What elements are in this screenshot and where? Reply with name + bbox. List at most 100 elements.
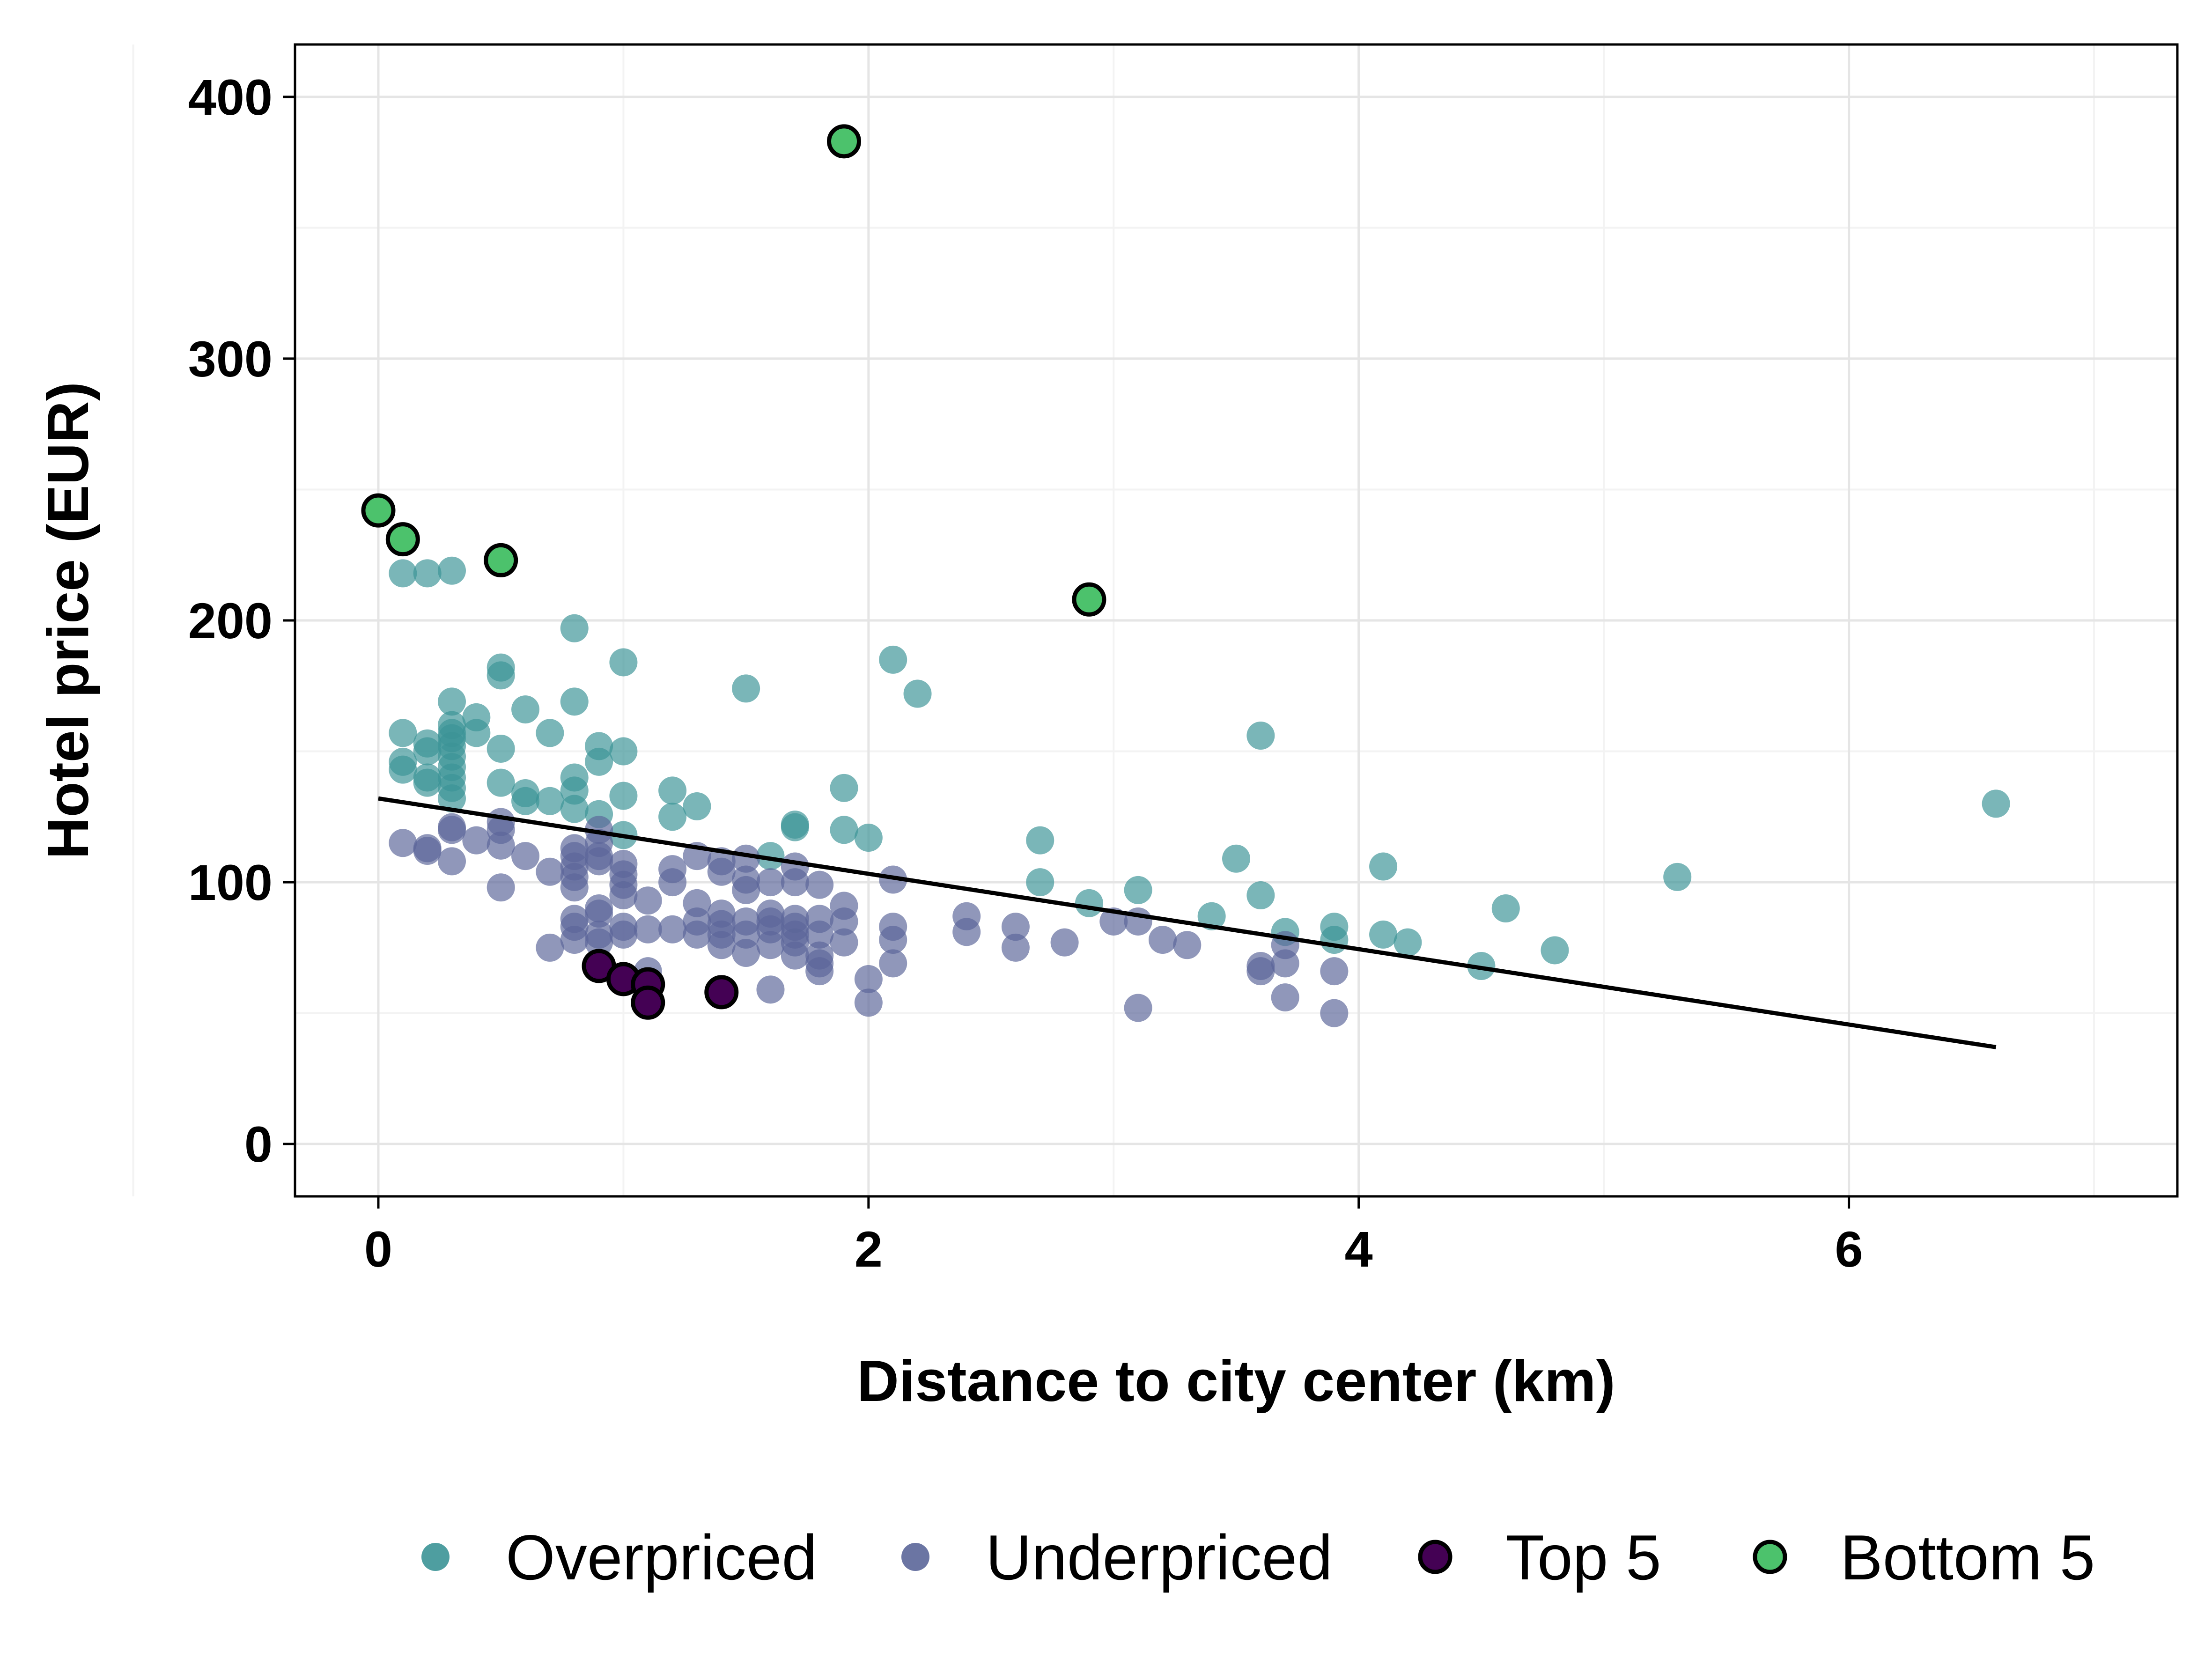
underpriced-point [487, 873, 515, 902]
underpriced-point [389, 829, 417, 857]
overpriced-point [1369, 920, 1398, 949]
overpriced-point [1491, 894, 1520, 922]
overpriced-point [609, 648, 638, 677]
overpriced-point [413, 559, 442, 588]
underpriced-point [1050, 928, 1079, 957]
underpriced-point [609, 881, 638, 910]
underpriced-point [732, 939, 760, 967]
y-tick-label: 200 [188, 592, 273, 649]
overpriced-point [1026, 826, 1054, 855]
regression-line-group [378, 796, 1997, 1049]
underpriced-point [879, 926, 907, 954]
underpriced-point [585, 928, 613, 957]
highlighted-points [361, 124, 1106, 1020]
underpriced-point [634, 886, 662, 915]
overpriced-point [830, 774, 858, 802]
overpriced-point [1663, 863, 1692, 891]
y-tick-label: 300 [188, 331, 273, 387]
underpriced-point [756, 868, 785, 897]
overpriced-point [511, 787, 540, 815]
underpriced-point [511, 842, 540, 870]
underpriced-point [1001, 933, 1030, 962]
overpriced-point [536, 787, 564, 815]
underpriced-point [732, 844, 760, 873]
overpriced-point [389, 559, 417, 588]
y-axis-title: Hotel price (EUR) [36, 382, 101, 859]
underpriced-point [413, 837, 442, 865]
underpriced-point [536, 857, 564, 886]
x-tick-label: 4 [1345, 1221, 1373, 1277]
underpriced-point [781, 941, 809, 970]
legend-item-bottom-5: Bottom 5 [1753, 1522, 2095, 1593]
underpriced-point [487, 831, 515, 860]
legend: Overpriced Underpriced Top 5 Bottom 5 [421, 1522, 2095, 1593]
overpriced-point [438, 784, 466, 813]
bottom-5-point [1072, 582, 1106, 617]
overpriced-point [879, 645, 907, 674]
x-tick-label: 6 [1835, 1221, 1863, 1277]
overpriced-point [389, 719, 417, 747]
x-tick-label: 0 [364, 1221, 392, 1277]
underpriced-point [1320, 957, 1349, 986]
underpriced-point [732, 876, 760, 904]
overpriced-point [462, 719, 491, 747]
overpriced-point [732, 674, 760, 703]
bottom-5-point [385, 522, 420, 557]
underpriced-point [462, 826, 491, 855]
overpriced-point [854, 824, 883, 852]
overpriced-point [560, 614, 589, 642]
underpriced-point [536, 933, 564, 962]
underpriced-point [438, 816, 466, 844]
overpriced-point [609, 782, 638, 810]
overpriced-point [1197, 902, 1226, 930]
underpriced-point [756, 975, 785, 1004]
underpriced-point [658, 915, 687, 944]
underpriced-point [707, 857, 736, 886]
overpriced-point [1369, 852, 1398, 881]
underpriced-point [1320, 999, 1349, 1027]
overpriced-point [756, 842, 785, 870]
overpriced-point [536, 719, 564, 747]
underpriced-point [781, 868, 809, 897]
overpriced-point [511, 695, 540, 724]
legend-label-overpriced: Overpriced [506, 1522, 817, 1593]
data-points [389, 556, 2010, 1027]
underpriced-point [1148, 926, 1177, 954]
underpriced-point [683, 920, 711, 949]
overpriced-point [1075, 889, 1103, 917]
underpriced-point [585, 900, 613, 928]
legend-label-bottom-5: Bottom 5 [1840, 1522, 2095, 1593]
x-tick-label: 2 [855, 1221, 883, 1277]
bottom-5-point [361, 493, 396, 528]
underpriced-point [854, 965, 883, 993]
underpriced-point [707, 931, 736, 959]
overpriced-point [487, 734, 515, 763]
overpriced-point [560, 687, 589, 716]
underpriced-point [1246, 957, 1275, 986]
legend-label-underpriced: Underpriced [986, 1522, 1333, 1593]
y-tick-label: 100 [188, 854, 273, 911]
underpriced-point [609, 920, 638, 949]
overpriced-point [560, 795, 589, 823]
overpriced-point [487, 661, 515, 690]
underpriced-point [830, 928, 858, 957]
underpriced-point [805, 920, 834, 949]
bottom-5-point [484, 543, 518, 577]
underpriced-point [634, 915, 662, 944]
underpriced-point [854, 988, 883, 1017]
overpriced-point [1246, 722, 1275, 750]
underpriced-point [879, 949, 907, 978]
y-tick-label: 400 [188, 69, 273, 125]
overpriced-point [903, 679, 932, 708]
underpriced-point [585, 847, 613, 876]
underpriced-point [658, 868, 687, 897]
regression-line [378, 796, 1997, 1049]
overpriced-point [1320, 926, 1349, 954]
legend-key-overpriced [421, 1543, 450, 1571]
overpriced-point [683, 792, 711, 820]
overpriced-point [1124, 876, 1152, 904]
overpriced-point [413, 737, 442, 766]
underpriced-point [1124, 994, 1152, 1022]
underpriced-point [830, 907, 858, 936]
overpriced-point [1394, 928, 1422, 957]
